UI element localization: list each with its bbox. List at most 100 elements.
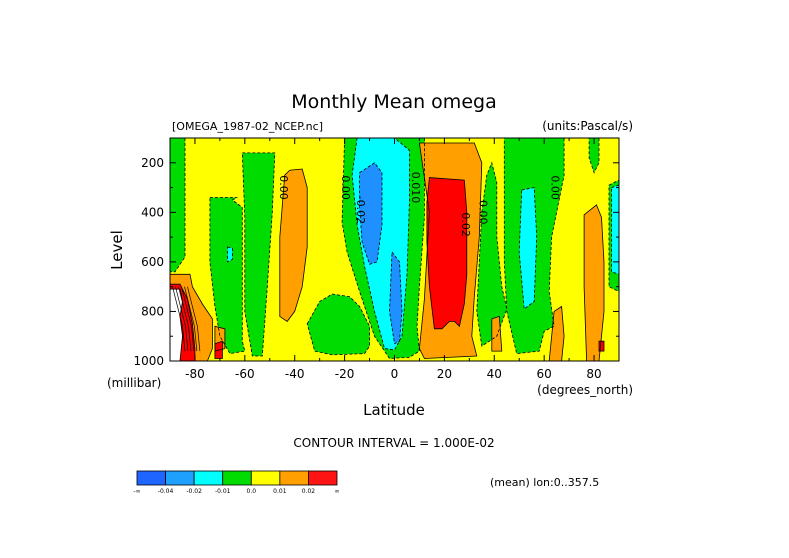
- contour-line-9: [608, 179, 619, 293]
- x-tick-label: -40: [285, 367, 305, 381]
- chart-title: Monthly Mean omega: [291, 91, 496, 113]
- y-tick-label: 600: [141, 255, 164, 269]
- colorbar-label: 0.02: [302, 488, 316, 495]
- colorbar-swatch: [250, 470, 281, 486]
- contour-line-24: [214, 340, 223, 359]
- contour-line-1: [170, 138, 186, 273]
- colorbar-swatch: [136, 470, 166, 486]
- colorbar-swatch: [165, 470, 195, 486]
- colorbar-swatch: [279, 470, 309, 486]
- contour-line-14: [359, 162, 383, 265]
- contour-line-6: [476, 161, 508, 347]
- y-axis-ticks: 200 400 600 800 1000: [133, 137, 619, 368]
- contour-line-22: [583, 204, 605, 361]
- contour-line-26: [598, 340, 605, 352]
- contour-line-16: [170, 273, 213, 361]
- contour-region-22: [584, 204, 604, 361]
- y-axis-label: Level: [108, 230, 126, 270]
- contour-line-13: [611, 184, 619, 275]
- x-tick-label: 20: [437, 367, 452, 381]
- y-axis-units: (millibar): [107, 376, 161, 390]
- contour-line-27: [170, 288, 183, 361]
- colorbar-swatch: [222, 470, 252, 486]
- contour-line-3: [241, 152, 276, 357]
- contour-line-21: [548, 305, 565, 361]
- contour-region-25: [426, 177, 467, 329]
- contour-line-8: [588, 138, 600, 174]
- x-tick-label: -80: [185, 367, 205, 381]
- contour-line-10: [351, 138, 410, 351]
- x-tick-label: 60: [537, 367, 552, 381]
- contour-label: 0.00: [339, 175, 352, 200]
- y-tick-label: 1000: [133, 354, 164, 368]
- contour-line-23: [170, 283, 196, 361]
- units-label: (units:Pascal/s): [542, 119, 633, 133]
- contour-region-1: [170, 138, 185, 272]
- dense-contour-line-4: [184, 286, 198, 352]
- contour-label: -0.02: [354, 196, 367, 224]
- mean-longitude-text: (mean) lon:0..357.5: [490, 476, 599, 489]
- contour-line-17: [214, 325, 226, 352]
- x-tick-label: -20: [335, 367, 355, 381]
- contour-line-25: [426, 177, 468, 330]
- y-tick-label: 400: [141, 205, 164, 219]
- contour-label: 0.00: [277, 175, 290, 200]
- contour-region-21: [549, 306, 565, 361]
- contour-line-18: [279, 168, 308, 322]
- x-axis-units: (degrees_north): [537, 383, 633, 397]
- contour-line-12: [226, 246, 233, 263]
- contour-label: 0.00: [476, 200, 489, 225]
- y-tick-label: 200: [141, 156, 164, 170]
- contour-region-14: [359, 162, 382, 265]
- dense-contour-line-0: [172, 286, 186, 352]
- colorbar-label: -0.01: [215, 488, 231, 495]
- dense-contour-line-1: [175, 286, 189, 352]
- contour-label: 0.02: [459, 212, 472, 237]
- x-tick-label: 0: [391, 367, 399, 381]
- contour-line-19: [418, 142, 483, 359]
- contour-region-6: [476, 162, 507, 347]
- contour-region-15: [389, 252, 402, 344]
- contour-interval-text: CONTOUR INTERVAL = 1.000E-02: [293, 436, 494, 450]
- colorbar-swatch: [193, 470, 224, 486]
- contour-line-7: [503, 138, 565, 355]
- contour-region-13: [611, 185, 619, 275]
- colorbar-label: -0.04: [158, 488, 174, 495]
- dense-contour-line-3: [181, 286, 195, 352]
- x-tick-label: -60: [235, 367, 255, 381]
- contour-region-27: [170, 289, 183, 361]
- y-tick-label: 800: [141, 304, 164, 318]
- contour-region-11: [519, 187, 537, 309]
- contour-lines: [170, 138, 619, 361]
- contour-region-8: [589, 138, 599, 173]
- contour-fills: [170, 138, 619, 361]
- contour-line-5: [341, 138, 425, 359]
- contour-region-12: [227, 247, 233, 262]
- x-tick-label: 80: [586, 367, 601, 381]
- contour-label: 0.010: [409, 172, 422, 204]
- colorbar-label: 0.0: [247, 488, 257, 495]
- contour-region-18: [279, 169, 308, 322]
- colorbar-label: -∞: [133, 488, 140, 495]
- contour-line-20: [491, 315, 503, 352]
- contour-region-2: [209, 197, 245, 354]
- colorbar: -∞ -0.04 -0.02 -0.01 0.0 0.01 0.02 ∞: [133, 470, 340, 495]
- dense-contour-line-5: [187, 286, 201, 352]
- colorbar-label: 0.01: [273, 488, 287, 495]
- colorbar-label: -0.02: [186, 488, 202, 495]
- contour-region-20: [491, 316, 502, 352]
- contour-line-2: [209, 197, 246, 355]
- colorbar-label: ∞: [335, 488, 340, 495]
- contour-line-4: [306, 293, 371, 356]
- contour-line-15: [389, 250, 403, 345]
- contour-region-3: [242, 152, 275, 356]
- x-axis-label: Latitude: [363, 401, 425, 419]
- colorbar-swatch: [308, 470, 338, 486]
- dense-contour-line-2: [178, 286, 192, 352]
- contour-label: 0.00: [549, 175, 562, 200]
- file-label: [OMEGA_1987-02_NCEP.nc]: [172, 120, 323, 133]
- x-tick-label: 40: [487, 367, 502, 381]
- contour-region-4: [307, 294, 370, 355]
